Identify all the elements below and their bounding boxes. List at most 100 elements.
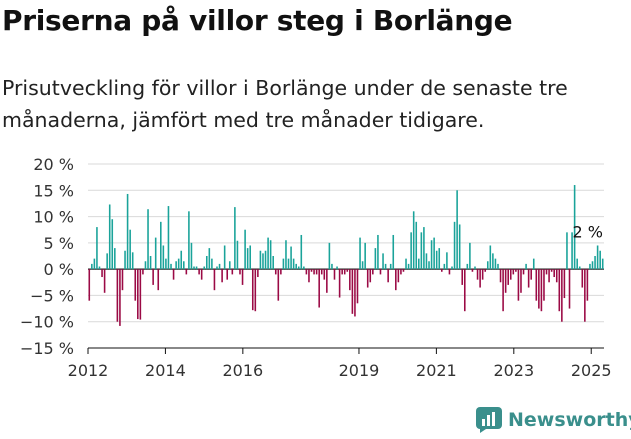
bar xyxy=(405,258,407,270)
bar xyxy=(364,242,366,270)
bar xyxy=(216,266,218,270)
bar xyxy=(292,258,295,270)
bar xyxy=(561,269,563,322)
bar xyxy=(369,269,372,283)
bar xyxy=(463,269,466,312)
bar xyxy=(476,269,479,280)
bar xyxy=(226,269,229,280)
bar xyxy=(581,269,584,288)
bar xyxy=(338,269,341,298)
bar xyxy=(290,246,292,270)
bar xyxy=(359,237,361,270)
bar xyxy=(489,245,492,270)
bar xyxy=(267,237,269,270)
bar xyxy=(190,242,193,270)
y-tick-label: −15 % xyxy=(20,339,74,358)
y-tick-label: −10 % xyxy=(20,313,74,332)
bar xyxy=(139,269,142,320)
bar xyxy=(479,269,481,288)
bar xyxy=(160,221,162,270)
bar xyxy=(451,266,453,270)
bar xyxy=(563,269,566,299)
bar xyxy=(264,250,267,270)
bar xyxy=(346,269,349,272)
bar xyxy=(287,258,290,270)
bar xyxy=(336,266,338,270)
x-tick-label: 2019 xyxy=(339,361,380,380)
bar xyxy=(397,269,400,283)
bar xyxy=(124,250,126,270)
bar xyxy=(504,269,507,293)
bar xyxy=(96,227,98,270)
bar xyxy=(486,261,489,270)
bar xyxy=(280,269,282,275)
bar xyxy=(466,263,469,270)
bar xyxy=(410,232,412,270)
bar xyxy=(119,269,121,326)
bar xyxy=(149,256,152,270)
bar xyxy=(349,269,351,291)
bar xyxy=(395,269,397,291)
bar xyxy=(297,266,300,270)
bar xyxy=(509,269,512,280)
bar xyxy=(527,269,530,288)
bar xyxy=(571,232,573,270)
bar xyxy=(320,269,323,275)
bar xyxy=(333,269,336,280)
bar xyxy=(167,206,170,270)
bar xyxy=(520,269,522,293)
bar xyxy=(244,229,246,270)
bar xyxy=(154,237,157,270)
bar xyxy=(550,269,553,272)
bar xyxy=(91,263,93,270)
bar xyxy=(599,250,601,270)
bar xyxy=(589,263,591,270)
bar xyxy=(142,269,144,275)
bar xyxy=(295,263,297,270)
bar xyxy=(269,240,272,270)
bar xyxy=(116,269,119,322)
bar xyxy=(198,269,200,275)
bar xyxy=(435,250,438,270)
bar xyxy=(249,245,251,270)
bar xyxy=(538,269,540,309)
bar xyxy=(412,211,415,270)
bar xyxy=(147,209,149,270)
bar xyxy=(165,258,167,270)
x-tick-label: 2021 xyxy=(416,361,457,380)
bar xyxy=(418,258,420,270)
bar-chart: 20 % 15 % 10 % 5 % 0 % −5 % −10 % −15 % 2012 2014… xyxy=(20,155,612,380)
bar xyxy=(517,269,520,301)
bar xyxy=(205,256,208,270)
bar xyxy=(591,261,594,270)
bar xyxy=(121,269,124,291)
bar xyxy=(443,263,446,270)
annotation-label: 2 % xyxy=(572,223,602,242)
bar xyxy=(438,248,441,270)
bar xyxy=(356,269,359,304)
bar xyxy=(137,269,139,320)
y-tick-label: 10 % xyxy=(33,208,74,227)
bar xyxy=(420,232,423,270)
bar xyxy=(484,269,487,272)
bar xyxy=(586,269,589,301)
bar xyxy=(568,269,571,309)
bar xyxy=(366,269,369,288)
bar xyxy=(555,269,558,283)
bar xyxy=(114,248,116,270)
bar xyxy=(103,269,106,293)
bar xyxy=(494,258,497,270)
bar xyxy=(310,269,313,272)
bar xyxy=(180,250,183,270)
bar xyxy=(313,269,315,275)
bar xyxy=(101,269,103,278)
bar xyxy=(469,242,471,270)
bar xyxy=(474,266,476,270)
x-tick-label: 2025 xyxy=(571,361,612,380)
bar xyxy=(540,269,543,312)
bar xyxy=(272,256,274,270)
bar xyxy=(558,269,561,312)
bar xyxy=(512,269,515,275)
bar xyxy=(407,263,410,270)
bar xyxy=(144,261,147,270)
